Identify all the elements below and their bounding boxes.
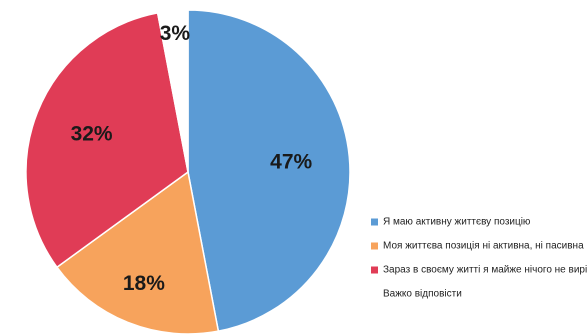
legend-swatch-2 xyxy=(371,242,378,250)
pie-slices xyxy=(25,9,351,335)
legend-entry-label-2: Моя життєва позиція ні активна, ні пасив… xyxy=(383,241,584,252)
pie-slice-labels: 47% 18% 32% 3% xyxy=(71,22,313,295)
legend: Я маю активну життєву позицію Моя життєва… xyxy=(371,217,587,300)
legend-entry-label-1: Я маю активну життєву позицію xyxy=(383,217,531,228)
legend-entry-label-3: Зараз в своєму житті я майже нічого не в… xyxy=(383,265,587,276)
pie-slice-4-value-label: 3% xyxy=(160,22,191,45)
pie-slice-2-value-label: 18% xyxy=(123,272,165,295)
pie-slice-3 xyxy=(25,11,189,269)
legend-swatch-3 xyxy=(371,266,378,274)
pie-slice-1-value-label: 47% xyxy=(270,151,312,174)
pie-slice-4 xyxy=(156,9,189,173)
legend-entry-label-4: Важко відповісти xyxy=(383,289,462,300)
pie-slice-1 xyxy=(187,9,351,333)
pie-slice-2 xyxy=(55,170,220,335)
legend-swatch-1 xyxy=(371,218,378,226)
pie-slice-3-value-label: 32% xyxy=(71,122,113,145)
